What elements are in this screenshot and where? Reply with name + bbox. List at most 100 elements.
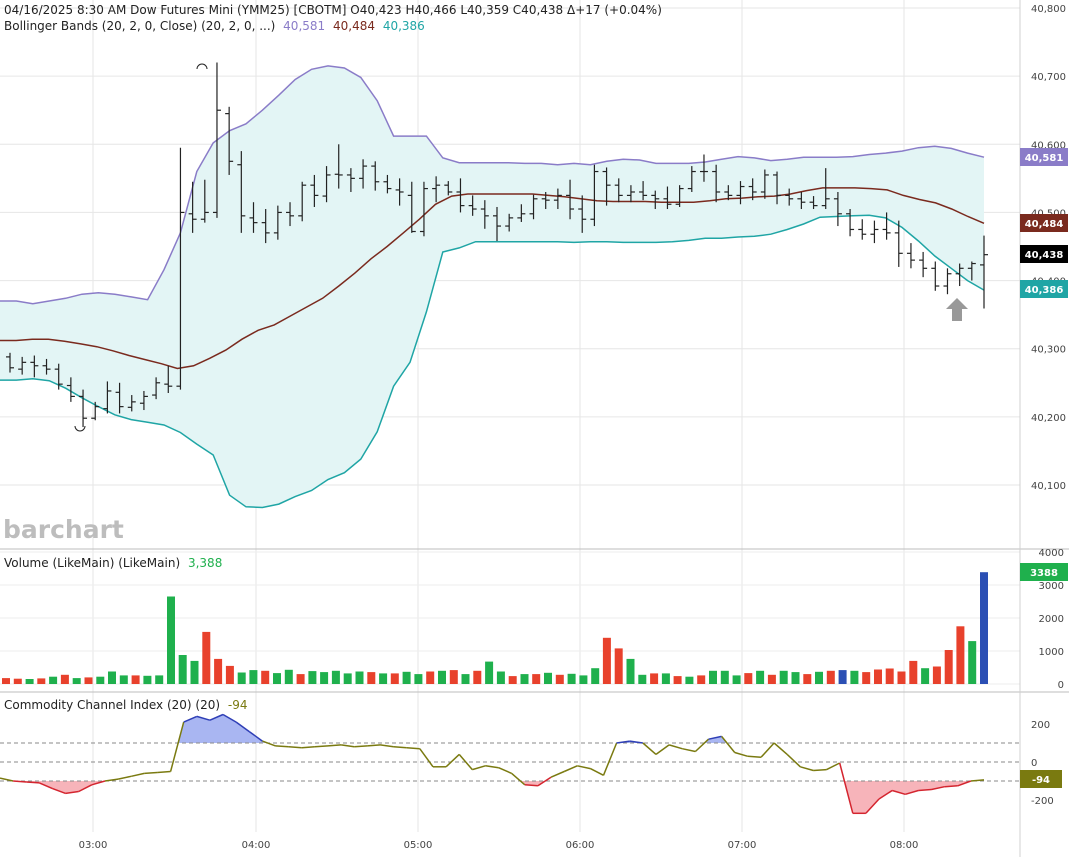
cci-segment [367,744,381,747]
cci-segment [590,767,604,776]
volume-bar [838,670,847,684]
ohlc-bar [699,154,708,182]
ohlc-bar [115,382,124,414]
volume-bar [932,666,941,684]
cci-segment [131,772,145,778]
ohlc-bar [30,355,39,378]
volume-bar [744,673,753,684]
ohlc-bar [432,176,441,203]
volume-bar [944,650,953,684]
up-arrow-icon [946,298,968,321]
ohlc-bar [931,261,940,291]
volume-bar [96,676,105,684]
cci-segment [563,765,578,773]
volume-bar [143,675,152,685]
cci-segment [275,745,289,748]
ohlc-bar [590,164,599,227]
ohlc-bar [870,220,879,244]
cci-segment [800,766,814,772]
ohlc-bar [614,178,623,203]
ohlc-bar [858,219,867,240]
volume-bar [273,673,281,684]
cci-segment [629,740,644,744]
ohlc-bar [91,401,100,421]
cci-segment [393,746,407,749]
cci-segment [183,715,198,723]
volume-bar [885,668,894,684]
volume-bar [426,671,435,684]
ohlc-bar [639,181,648,201]
cci-segment [157,770,171,774]
ohlc-bar [200,179,209,223]
ohlc-bar [578,195,587,233]
ohlc-bar [79,389,88,428]
volume-bar [473,670,482,684]
volume-bar [284,669,293,684]
cci-segment [642,742,657,755]
volume-bar [308,671,317,684]
cci-segment [248,730,263,742]
volume-axis-label: 3000 [1039,581,1064,592]
cci-segment [616,740,630,744]
cci-segment [813,768,827,772]
volume-bar [661,673,670,684]
bollinger-middle-line [0,187,985,370]
ohlc-bar [273,205,282,240]
volume-bar [119,675,128,684]
volume-bar [49,676,58,684]
cci-segment [26,781,40,784]
cci-segment [957,780,972,787]
cci-segment [458,753,473,771]
volume-tag: 3388 [1020,563,1068,581]
volume-bar [155,675,164,684]
cci-segment [721,735,736,753]
bollinger-legend-middle: 40,484 [333,19,375,33]
volume-bar [84,677,93,684]
volume-tag-text: 3388 [1030,568,1058,579]
volume-bar [402,671,411,684]
volume-bar [520,674,529,684]
ohlc-bar [54,363,63,390]
cci-segment [39,782,53,790]
ohlc-bar [626,185,635,203]
volume-bar [60,674,69,684]
cci-segment [694,738,710,753]
ohlc-bar [334,144,343,189]
ohlc-bar [566,179,575,220]
cci-segment [78,784,93,793]
volume-bar [13,678,22,684]
cci-segment [52,787,66,795]
cci-axis-label: 200 [1031,720,1050,731]
price-tag-last-text: 40,438 [1025,250,1064,261]
volume-axis-label: 2000 [1039,614,1064,625]
ohlc-bar [906,243,915,269]
price-tag-upper: 40,581 [1020,148,1068,166]
cci-segment [301,746,315,749]
volume-bar [921,668,930,684]
ohlc-bar [480,200,489,229]
cci-segment [209,713,224,721]
volume-bar [72,678,81,684]
ohlc-bar [444,181,453,196]
cci-segment [144,771,158,775]
volume-bar [779,670,788,684]
ohlc-bar [346,168,355,192]
volume-bar [909,660,918,684]
price-tag-upper-text: 40,581 [1025,153,1064,164]
ohlc-bar [322,166,331,203]
time-axis-label: 06:00 [566,840,595,851]
bollinger-legend-upper: 40,581 [283,19,325,33]
ohlc-bar [371,161,380,191]
cci-segment [773,742,788,755]
cci-segment [485,765,499,769]
ohlc-bar [237,151,246,233]
cci-segment [682,747,696,753]
cci-segment [747,755,762,759]
time-axis-label: 05:00 [404,840,433,851]
cci-segment [524,784,538,787]
cci-legend-value: -94 [228,698,248,712]
ohlc-bar [18,356,27,375]
cci-segment [826,762,841,771]
bollinger-legend-lower: 40,386 [383,19,425,33]
cci-segment [169,721,185,772]
